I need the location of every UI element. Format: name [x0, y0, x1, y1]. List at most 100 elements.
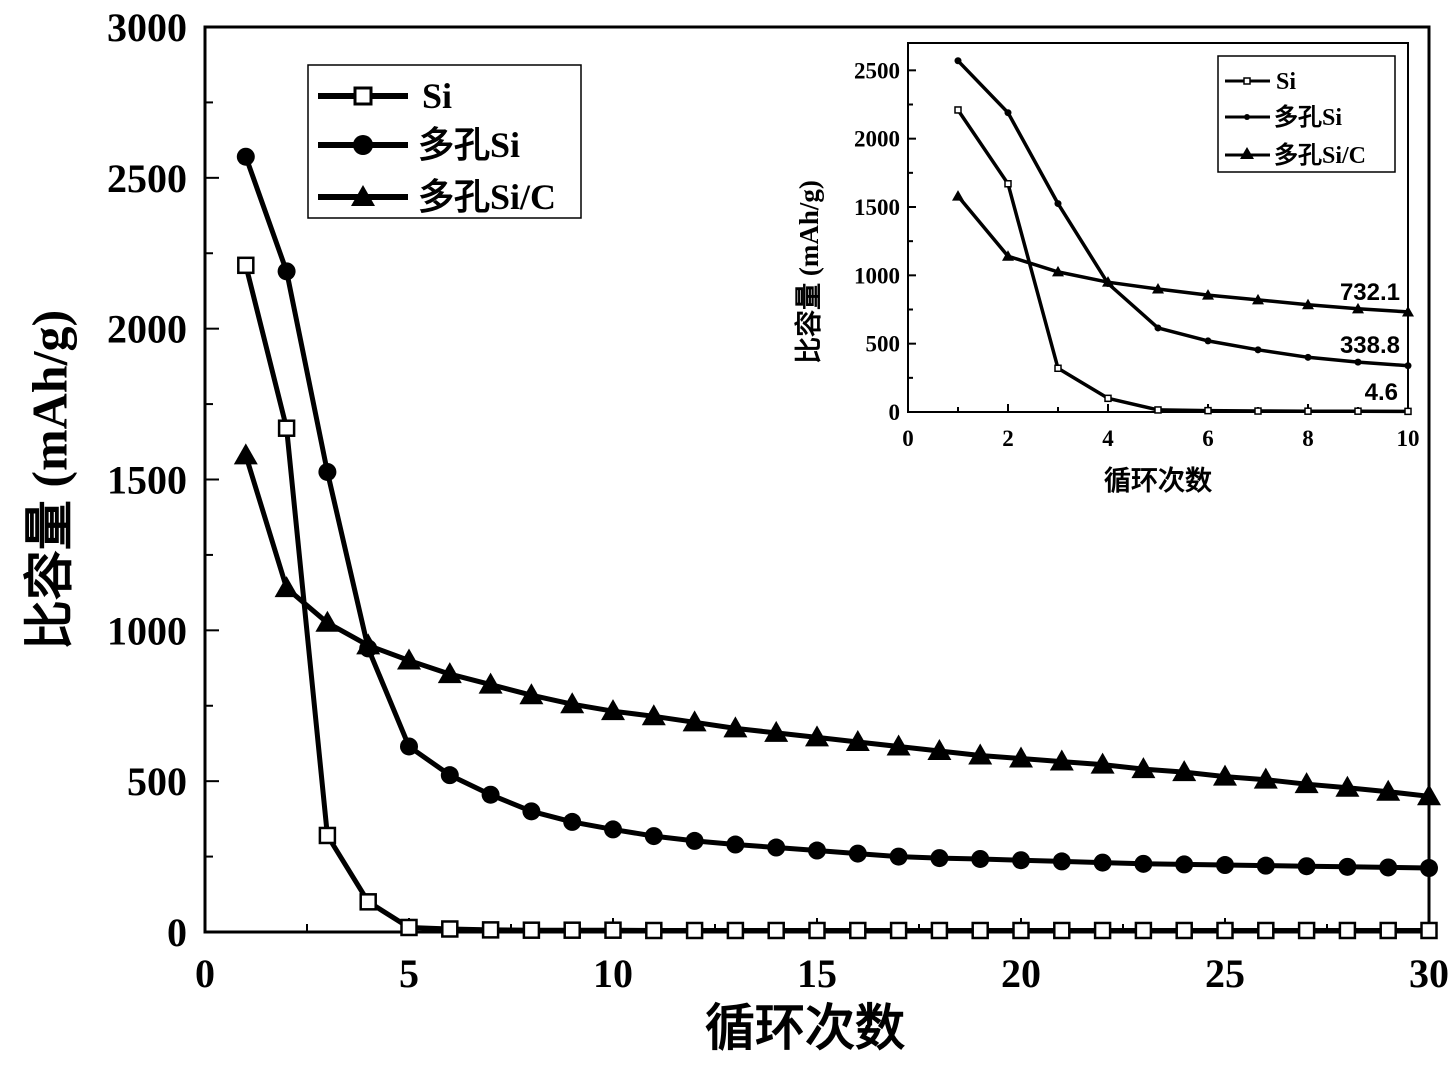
inset-x-tick-label: 8 [1302, 426, 1314, 451]
inset-point-si [1004, 180, 1012, 188]
inset-point-si [1354, 407, 1362, 415]
main-point-si [1297, 921, 1316, 940]
main-point-porous-sic [1253, 767, 1278, 789]
main-point-si [400, 918, 418, 937]
inset-point-porous-sic [1052, 265, 1064, 277]
main-x-tick-label: 20 [1001, 951, 1041, 996]
main-point-porous-si [1256, 856, 1275, 875]
inset-point-si [1404, 407, 1412, 416]
main-point-porous-si [440, 766, 459, 785]
main-point-si [645, 921, 663, 940]
main-point-porous-sic [1213, 764, 1237, 786]
inset-point-si [1054, 364, 1062, 373]
main-legend-label-si: Si [422, 76, 452, 116]
inset-point-si [1304, 407, 1312, 415]
main-point-si [277, 419, 296, 437]
main-point-porous-sic [1090, 752, 1115, 774]
inset-legend-label-si: Si [1276, 69, 1296, 95]
main-legend-label-porous-sic: 多孔Si/C [418, 177, 556, 217]
main-point-porous-sic [1049, 749, 1074, 771]
inset-point-porous-si [1304, 353, 1312, 361]
main-point-porous-sic [764, 720, 789, 742]
main-point-porous-si [971, 849, 990, 868]
main-point-porous-si [1379, 858, 1398, 877]
inset-y-tick-label: 500 [866, 332, 901, 357]
main-point-porous-sic [315, 610, 340, 632]
main-point-si [685, 921, 704, 940]
main-point-si [481, 921, 500, 939]
main-point-porous-si [522, 802, 541, 821]
inset-point-porous-sic [1402, 305, 1414, 317]
main-point-si [1012, 921, 1030, 940]
main-point-si [1216, 921, 1234, 940]
inset-x-axis-title: 循环次数 [1104, 466, 1213, 496]
inset-series-markers [952, 57, 1414, 416]
inset-legend-marker-square [1243, 77, 1251, 85]
inset-line-si [956, 109, 1409, 414]
inset-point-porous-sic [1102, 276, 1114, 287]
inset-annotation-porous-sic: 732.1 [1340, 279, 1400, 306]
main-y-tick-label: 2500 [107, 156, 187, 201]
main-point-si [1257, 921, 1275, 940]
main-x-tick-label: 0 [195, 951, 215, 996]
main-y-tick-label: 2000 [107, 307, 187, 352]
main-point-porous-si [889, 847, 908, 866]
main-point-porous-si [1134, 854, 1153, 873]
main-point-porous-sic [274, 576, 299, 598]
inset-point-porous-sic [952, 190, 964, 201]
main-point-si [971, 921, 989, 940]
main-point-porous-sic [519, 683, 544, 705]
main-point-porous-si [1297, 857, 1316, 876]
inset-point-porous-si [1354, 358, 1362, 366]
inset-legend: Si 多孔Si 多孔Si/C [1217, 55, 1396, 173]
main-point-porous-si [277, 262, 296, 281]
main-point-porous-sic [682, 710, 707, 732]
main-point-si [237, 256, 255, 275]
inset-point-si [1204, 406, 1212, 415]
main-point-porous-sic [1172, 760, 1197, 782]
main-point-porous-sic [1294, 772, 1319, 794]
main-point-porous-sic [723, 716, 748, 738]
main-x-tick-label: 10 [593, 951, 633, 996]
main-point-porous-si [318, 462, 337, 481]
main-point-si [849, 921, 867, 940]
main-legend-marker-triangle [351, 185, 375, 206]
main-x-tick-label: 5 [399, 951, 419, 996]
main-x-tick-label: 30 [1409, 951, 1449, 996]
main-point-porous-sic [927, 739, 952, 760]
inset-legend-label-porous-sic: 多孔Si/C [1274, 142, 1366, 169]
main-x-tick-label: 15 [797, 951, 837, 996]
main-y-tick-label: 3000 [107, 5, 187, 50]
inset-legend-label-porous-si: 多孔Si [1274, 104, 1342, 131]
main-point-porous-si [1420, 859, 1438, 878]
main-point-porous-sic [233, 443, 258, 465]
main-point-si [441, 920, 459, 938]
main-point-porous-si [930, 849, 949, 868]
inset-point-porous-si [1054, 200, 1062, 208]
main-point-porous-si [1012, 851, 1030, 870]
main-point-si [359, 893, 377, 911]
main-point-si [767, 921, 785, 940]
main-point-porous-sic [845, 729, 870, 751]
inset-y-tick-label: 0 [889, 400, 901, 425]
inset-y-tick-label: 2000 [854, 127, 900, 152]
main-point-si [726, 921, 745, 940]
inset-annotation-porous-si: 338.8 [1340, 332, 1400, 359]
main-point-si [1175, 921, 1193, 940]
inset-line-porous-si [956, 59, 1409, 368]
inset-x-tick-label: 4 [1102, 426, 1114, 451]
main-point-si [1053, 921, 1071, 940]
main-point-si [318, 826, 337, 845]
main-series-markers [233, 147, 1441, 940]
main-point-porous-sic [437, 662, 462, 684]
main-point-porous-si [604, 820, 622, 839]
main-point-porous-si [1175, 855, 1194, 874]
inset-x-tick-label: 6 [1202, 426, 1214, 451]
main-point-si [1420, 921, 1438, 940]
main-point-porous-si [1093, 853, 1112, 872]
inset-point-porous-sic [1152, 283, 1164, 294]
main-point-porous-sic [1335, 775, 1360, 797]
